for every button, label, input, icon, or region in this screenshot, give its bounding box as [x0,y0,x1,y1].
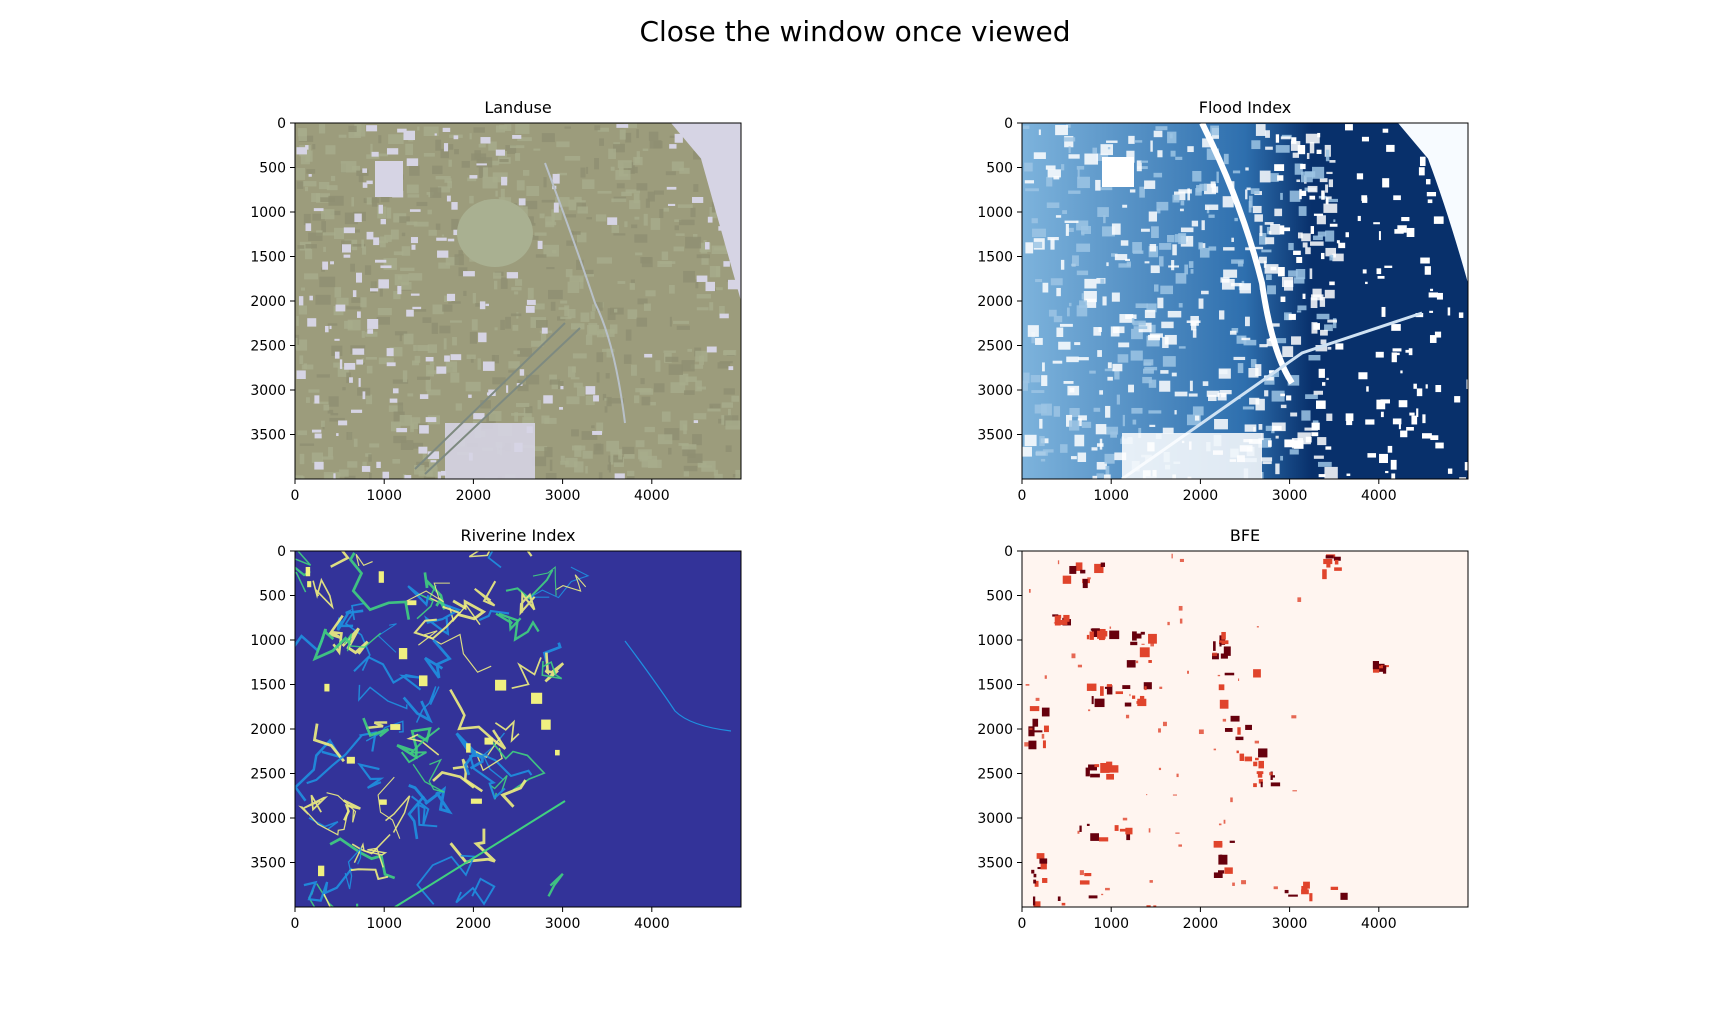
x-tick-label: 2000 [1183,488,1219,504]
y-tick-label: 2500 [977,339,1013,355]
y-tick-label: 3500 [250,428,286,444]
x-tick-label: 0 [1018,488,1027,504]
y-tick-label: 3500 [977,428,1013,444]
x-tick-label: 2000 [1183,916,1219,932]
x-tick-label: 0 [291,488,300,504]
x-tick-label: 0 [1018,916,1027,932]
panel-1: Landuse 0 1000 2000 3000 4000 0 500 1000 1500 2000… [250,98,742,504]
y-tick-label: 3000 [250,383,286,399]
heatmap-image [295,123,741,479]
x-tick-label: 2000 [456,488,492,504]
y-tick-label: 0 [1004,544,1013,560]
y-tick-label: 1000 [977,205,1013,221]
y-tick-label: 3000 [250,811,286,827]
x-tick-label: 3000 [545,916,581,932]
y-tick-label: 500 [986,161,1013,177]
panel-title: Landuse [484,98,551,117]
y-tick-label: 0 [277,116,286,132]
panel-4: BFE 0 1000 2000 3000 4000 0 500 1000 1500 2000 2500… [977,526,1469,932]
x-tick-label: 4000 [1361,488,1397,504]
x-tick-label: 1000 [366,488,402,504]
y-tick-label: 2000 [977,722,1013,738]
y-tick-label: 0 [1004,116,1013,132]
y-tick-label: 2000 [250,722,286,738]
y-tick-label: 1500 [250,678,286,694]
panel-title: BFE [1230,526,1260,545]
y-tick-label: 500 [986,589,1013,605]
x-tick-label: 1000 [1093,916,1129,932]
x-tick-label: 0 [291,916,300,932]
x-tick-label: 4000 [634,488,670,504]
y-tick-label: 500 [259,161,286,177]
y-tick-label: 1500 [977,678,1013,694]
y-tick-label: 0 [277,544,286,560]
y-tick-label: 3500 [250,856,286,872]
x-tick-label: 3000 [1272,916,1308,932]
panel-3: Riverine Index 0 1000 2000 3000 4000 0 500 1000 1… [250,526,742,932]
x-tick-label: 3000 [1272,488,1308,504]
y-tick-label: 1000 [250,633,286,649]
x-tick-label: 4000 [634,916,670,932]
y-tick-label: 500 [259,589,286,605]
y-tick-label: 3000 [977,811,1013,827]
y-tick-label: 2000 [977,294,1013,310]
x-tick-label: 1000 [366,916,402,932]
y-tick-label: 3500 [977,856,1013,872]
x-tick-label: 3000 [545,488,581,504]
y-tick-label: 2500 [250,339,286,355]
panel-2: Flood Index 0 1000 2000 3000 4000 0 500 1000 1500… [977,98,1469,504]
x-tick-label: 1000 [1093,488,1129,504]
heatmap-image [1022,551,1468,907]
panel-title: Flood Index [1199,98,1292,117]
x-tick-label: 2000 [456,916,492,932]
figure-title: Close the window once viewed [639,15,1070,48]
y-tick-label: 3000 [977,383,1013,399]
heatmap-image [295,551,741,907]
y-tick-label: 2500 [250,767,286,783]
panel-title: Riverine Index [460,526,575,545]
y-tick-label: 1500 [977,250,1013,266]
heatmap-image [1022,123,1468,479]
y-tick-label: 1500 [250,250,286,266]
y-tick-label: 2000 [250,294,286,310]
y-tick-label: 1000 [977,633,1013,649]
x-tick-label: 4000 [1361,916,1397,932]
y-tick-label: 1000 [250,205,286,221]
y-tick-label: 2500 [977,767,1013,783]
